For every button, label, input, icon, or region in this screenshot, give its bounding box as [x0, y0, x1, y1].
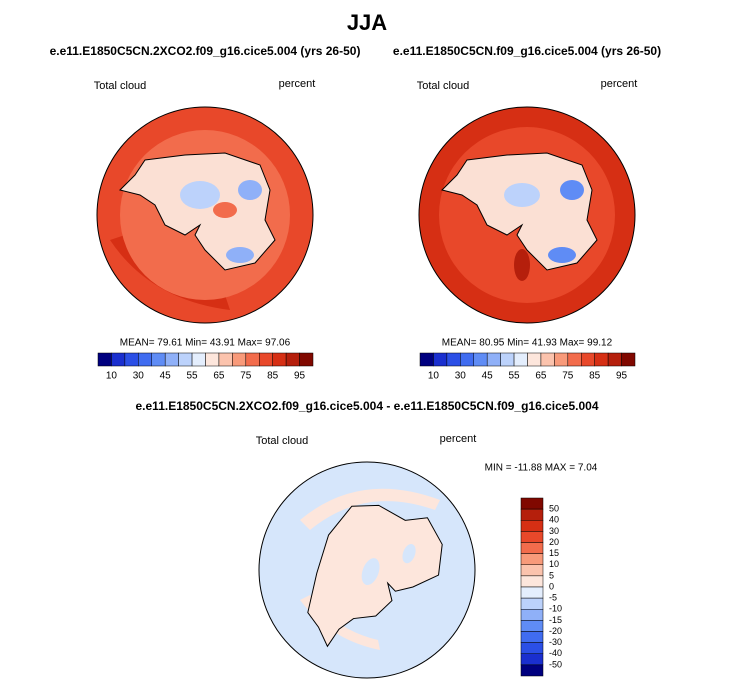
- colorbar-box: [178, 352, 193, 367]
- colorbar-box: [520, 642, 544, 654]
- colorbar-box: [520, 564, 544, 577]
- colorbar-label: 75: [240, 371, 252, 382]
- colorbar-box: [111, 352, 126, 367]
- colorbar-box: [486, 352, 501, 367]
- colorbar-label: -20: [549, 626, 562, 636]
- panel-title: e.e11.E1850C5CN.f09_g16.cice5.004 (yrs 2…: [393, 44, 661, 58]
- colorbar-label: 20: [549, 537, 559, 547]
- colorbar-label: 30: [549, 526, 559, 536]
- colorbar-label: -30: [549, 637, 562, 647]
- colorbar-box: [520, 609, 544, 621]
- stats: MEAN= 80.95 Min= 41.93 Max= 99.12: [442, 338, 613, 349]
- colorbar-label: 75: [562, 371, 574, 382]
- colorbar-box: [124, 352, 139, 367]
- colorbar-box: [138, 352, 152, 367]
- colorbar-label: 55: [187, 371, 199, 382]
- panel-title: e.e11.E1850C5CN.2XCO2.f09_g16.cice5.004 …: [136, 399, 599, 413]
- colorbar-box: [520, 531, 544, 543]
- variable-label: Total cloud: [417, 80, 470, 92]
- colorbar-label: 50: [549, 504, 559, 514]
- colorbar-box: [520, 586, 544, 599]
- colorbar-label: 65: [535, 371, 547, 382]
- colorbar-label: 10: [549, 559, 559, 569]
- colorbar-box: [446, 352, 461, 367]
- colorbar-box: [594, 352, 609, 367]
- units-label: percent: [601, 78, 638, 90]
- colorbar-label: -50: [549, 659, 562, 669]
- colorbar-box: [97, 352, 112, 367]
- colorbar-box: [581, 352, 595, 367]
- colorbar-box: [520, 620, 544, 632]
- colorbar-box: [218, 352, 233, 367]
- colorbar-box: [473, 352, 488, 367]
- colorbar-box: [419, 352, 434, 367]
- colorbar-label: 0: [549, 581, 554, 591]
- colorbar-label: 45: [482, 371, 494, 382]
- colorbar-label: 45: [160, 371, 172, 382]
- colorbar-label: 30: [133, 371, 145, 382]
- colorbar-label: 5: [549, 570, 554, 580]
- colorbar-box: [299, 352, 314, 367]
- colorbar-label: 10: [428, 371, 440, 382]
- variable-label: Total cloud: [256, 435, 309, 447]
- variable-label: Total cloud: [94, 80, 147, 92]
- colorbar-box: [520, 597, 544, 610]
- colorbar-box: [259, 352, 273, 367]
- colorbar-box: [520, 553, 544, 565]
- colorbar-label: -40: [549, 648, 562, 658]
- colorbar-box: [621, 352, 636, 367]
- colorbar-box: [520, 653, 544, 666]
- colorbar-label: -10: [549, 604, 562, 614]
- figure-title: JJA: [347, 10, 387, 35]
- colorbar-box: [520, 520, 544, 532]
- colorbar-label: 65: [213, 371, 225, 382]
- colorbar-label: 85: [267, 371, 279, 382]
- colorbar-box: [520, 497, 544, 510]
- stats: MEAN= 79.61 Min= 43.91 Max= 97.06: [120, 338, 291, 349]
- panel-title: e.e11.E1850C5CN.2XCO2.f09_g16.cice5.004 …: [50, 44, 361, 58]
- map: [96, 106, 314, 324]
- map: [258, 461, 476, 679]
- colorbar-label: -5: [549, 593, 557, 603]
- colorbar-box: [164, 352, 179, 367]
- colorbar-label: -15: [549, 615, 562, 625]
- colorbar-box: [520, 542, 544, 554]
- colorbar-box: [554, 352, 569, 367]
- colorbar-label: 10: [106, 371, 118, 382]
- units-label: percent: [279, 78, 316, 90]
- colorbar-box: [513, 352, 528, 367]
- map: [418, 106, 636, 324]
- colorbar-box: [527, 352, 542, 367]
- colorbar-box: [520, 631, 544, 643]
- colorbar-label: 15: [549, 548, 559, 558]
- colorbar-box: [191, 352, 206, 367]
- colorbar-box: [567, 352, 582, 367]
- colorbar-box: [500, 352, 515, 367]
- colorbar-box: [460, 352, 474, 367]
- colorbar-label: 55: [509, 371, 521, 382]
- colorbar-label: 85: [589, 371, 601, 382]
- colorbar-box: [433, 352, 448, 367]
- colorbar-label: 95: [294, 371, 306, 382]
- colorbar-label: 95: [616, 371, 628, 382]
- colorbar-box: [520, 664, 544, 677]
- colorbar-box: [245, 352, 260, 367]
- colorbar-box: [540, 352, 555, 367]
- stats: MIN = -11.88 MAX = 7.04: [485, 463, 598, 474]
- colorbar-box: [285, 352, 300, 367]
- colorbar-label: 40: [549, 515, 559, 525]
- units-label: percent: [440, 433, 477, 445]
- colorbar-box: [232, 352, 247, 367]
- colorbar-box: [272, 352, 287, 367]
- colorbar-box: [151, 352, 166, 367]
- colorbar-box: [205, 352, 220, 367]
- colorbar-box: [520, 508, 544, 521]
- colorbar-label: 30: [455, 371, 467, 382]
- colorbar-box: [607, 352, 622, 367]
- colorbar-box: [520, 575, 544, 588]
